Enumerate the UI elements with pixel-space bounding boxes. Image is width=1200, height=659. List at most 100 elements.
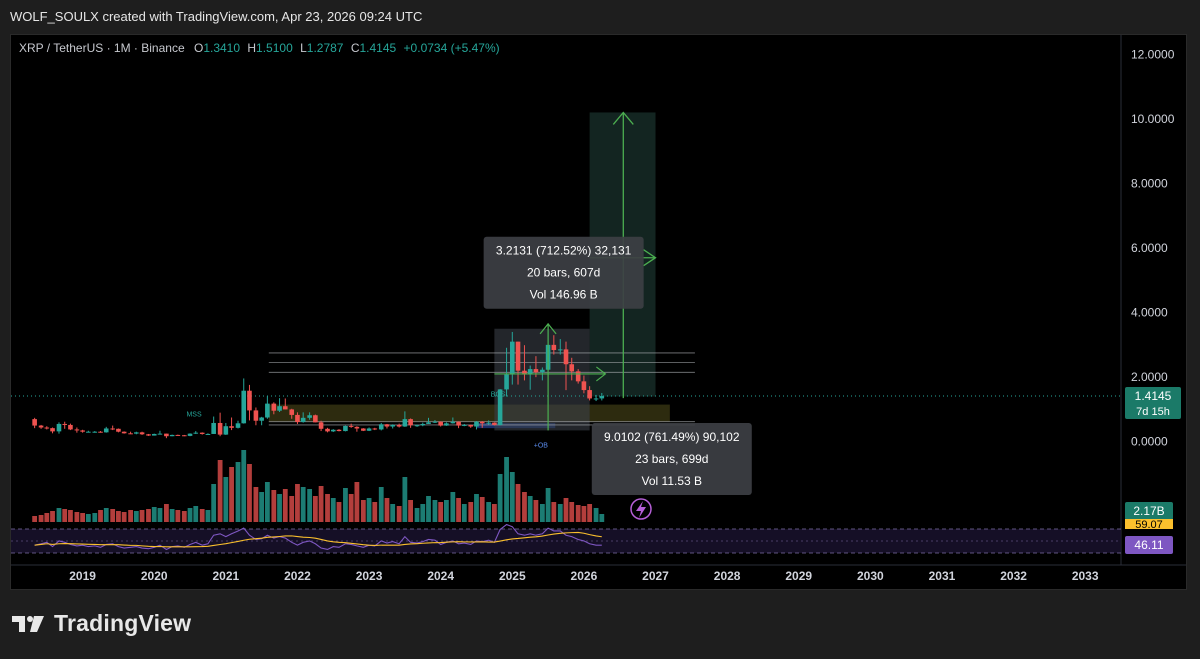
candle-body (277, 406, 282, 411)
volume-bar (515, 484, 521, 522)
volume-bar (50, 511, 55, 522)
candle-body (522, 370, 527, 375)
candle-body (211, 422, 216, 434)
candle-body (241, 390, 247, 424)
candle-body (497, 389, 503, 425)
candle-body (426, 422, 431, 424)
volume-bar (80, 513, 86, 522)
volume-bar (32, 516, 38, 522)
candle-body (193, 432, 199, 434)
candle-body (336, 429, 342, 432)
volume-bar (44, 513, 50, 522)
volume-bar (486, 502, 492, 522)
volume-bar (438, 502, 444, 522)
volume-bar (390, 504, 396, 522)
volume-bar (522, 492, 527, 522)
price-tick-label: 10.0000 (1131, 112, 1175, 126)
volume-badge (1125, 502, 1173, 520)
tradingview-brand[interactable]: TradingView (12, 610, 191, 637)
price-tick-label: 0.0000 (1131, 435, 1168, 449)
candle-body (343, 425, 348, 432)
candle-body (253, 410, 259, 421)
chart-panel[interactable]: MSS BOS +OB 3.2131 (712.52%) 32,131 20 bars,… (10, 34, 1187, 590)
tradingview-logo-icon (12, 615, 44, 632)
candle-body (384, 424, 390, 427)
volume-badge-value: 2.17B (1133, 504, 1164, 518)
time-tick-label: 2033 (1072, 569, 1099, 583)
candle-body (438, 421, 443, 426)
candle-body (569, 364, 575, 372)
volume-bar (241, 450, 247, 522)
time-tick-label: 2029 (785, 569, 812, 583)
volume-bar (169, 509, 175, 522)
candle-body (361, 428, 366, 431)
volume-bar (229, 467, 234, 522)
candle-body (330, 429, 336, 432)
candle-body (509, 341, 515, 375)
candle-body (354, 426, 360, 429)
volume-bar (372, 502, 378, 522)
candle-body (587, 390, 592, 399)
candle-body (128, 433, 133, 435)
candle-body (402, 419, 408, 427)
candle-body (313, 415, 318, 423)
volume-bar (318, 486, 324, 522)
bar-countdown: 7d 15h (1136, 406, 1170, 418)
candle-body (247, 390, 252, 411)
volume-bar (402, 477, 408, 522)
candle-body (318, 422, 324, 429)
volume-bar (504, 457, 509, 522)
volume-bar (217, 460, 223, 522)
volume-bar (593, 508, 599, 522)
candle-body (414, 425, 420, 427)
price-tick-label: 4.0000 (1131, 306, 1168, 320)
time-tick-label: 2020 (141, 569, 168, 583)
candle-body (396, 424, 402, 427)
candle-body (217, 422, 223, 435)
brand-name: TradingView (54, 610, 192, 636)
measure-label-text: 3.2131 (712.52%) 32,131 (496, 244, 632, 258)
volume-bar (295, 484, 300, 522)
volume-bar (330, 498, 336, 522)
volume-bar (289, 496, 295, 522)
volume-bar (259, 492, 265, 522)
candle-body (38, 425, 44, 428)
candle-body (515, 341, 521, 371)
measure-label-box (591, 422, 752, 495)
candle-body (265, 403, 270, 418)
price-chart[interactable]: MSS BOS +OB 3.2131 (712.52%) 32,131 20 bars,… (11, 35, 1187, 590)
high-value: 1.5100 (256, 41, 293, 55)
volume-bar (396, 506, 402, 522)
last-price-badge (1125, 387, 1181, 420)
rsi-line (34, 523, 602, 551)
volume-bar (187, 508, 193, 522)
volume-bar (271, 490, 277, 522)
candle-body (450, 421, 456, 424)
volume-bar (193, 506, 199, 522)
volume-bar (545, 488, 551, 522)
candle-body (540, 369, 545, 373)
volume-bar (491, 504, 497, 522)
volume-bar (456, 498, 461, 522)
volume-bar (468, 502, 474, 522)
candle-body (599, 396, 605, 399)
symbol-title: XRP / TetherUS · 1M · Binance (19, 41, 185, 55)
candle-body (300, 417, 306, 423)
time-tick-label: 2021 (212, 569, 239, 583)
candle-body (151, 433, 157, 436)
measure-label-text: 23 bars, 699d (635, 452, 708, 466)
chart-credit: WOLF_SOULX created with TradingView.com,… (10, 9, 423, 24)
candle-body (408, 419, 413, 426)
candle-body (68, 424, 73, 430)
volume-bar (420, 504, 426, 522)
volume-bar (300, 487, 306, 522)
volume-bar (211, 484, 217, 522)
price-tick-label: 8.0000 (1131, 176, 1168, 190)
measure-label-text: Vol 11.53 B (642, 474, 703, 488)
measure-arrowhead (539, 322, 557, 335)
price-tick-label: 2.0000 (1131, 370, 1168, 384)
volume-bar (557, 504, 563, 522)
zone-box (268, 404, 670, 422)
candle-body (557, 349, 563, 351)
volume-bar (277, 494, 282, 522)
